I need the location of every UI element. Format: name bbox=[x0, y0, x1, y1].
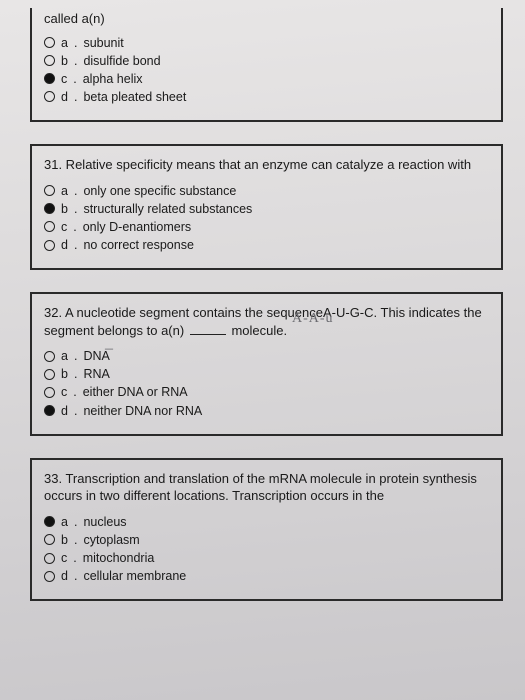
question-30-stem-fragment: called a(n) bbox=[44, 10, 489, 28]
question-33-stem: 33. Transcription and translation of the… bbox=[44, 470, 489, 505]
question-30-box: called a(n) a. subunit b. disulfide bond… bbox=[30, 8, 503, 122]
option-text: RNA bbox=[83, 365, 109, 383]
option-letter: a bbox=[61, 34, 68, 52]
option-letter: d bbox=[61, 567, 68, 585]
option-row: c. mitochondria bbox=[44, 549, 489, 567]
option-text: subunit bbox=[83, 34, 123, 52]
option-letter: a bbox=[61, 182, 68, 200]
question-32-stem-post: molecule. bbox=[231, 323, 287, 338]
question-30-options: a. subunit b. disulfide bond c. alpha he… bbox=[44, 34, 489, 107]
option-text: alpha helix bbox=[83, 70, 143, 88]
option-letter: d bbox=[61, 402, 68, 420]
option-bubble[interactable] bbox=[44, 37, 55, 48]
option-row: d. neither DNA nor RNA bbox=[44, 402, 489, 420]
option-row: c. only D-enantiomers bbox=[44, 218, 489, 236]
option-bubble[interactable] bbox=[44, 221, 55, 232]
option-text: structurally related substances bbox=[83, 200, 252, 218]
option-bubble[interactable] bbox=[44, 387, 55, 398]
question-31-options: a. only one specific substance b. struct… bbox=[44, 182, 489, 255]
option-row: a. subunit bbox=[44, 34, 489, 52]
option-letter: a bbox=[61, 513, 68, 531]
option-row: a. only one specific substance bbox=[44, 182, 489, 200]
option-bubble[interactable] bbox=[44, 369, 55, 380]
option-row: b. RNA bbox=[44, 365, 489, 383]
option-bubble[interactable] bbox=[44, 203, 55, 214]
option-letter: d bbox=[61, 236, 68, 254]
option-row: d. cellular membrane bbox=[44, 567, 489, 585]
option-letter: b bbox=[61, 531, 68, 549]
option-text: no correct response bbox=[83, 236, 193, 254]
option-row: d. no correct response bbox=[44, 236, 489, 254]
option-bubble[interactable] bbox=[44, 91, 55, 102]
option-letter: c bbox=[61, 218, 67, 236]
question-32-options: a. DNA b. RNA c. either DNA or RNA d. ne… bbox=[44, 347, 489, 420]
option-bubble[interactable] bbox=[44, 73, 55, 84]
option-text: either DNA or RNA bbox=[83, 383, 188, 401]
option-letter: c bbox=[61, 549, 67, 567]
option-letter: a bbox=[61, 347, 68, 365]
option-letter: c bbox=[61, 70, 67, 88]
option-letter: c bbox=[61, 383, 67, 401]
question-31-stem: 31. Relative specificity means that an e… bbox=[44, 156, 489, 174]
option-row: b. structurally related substances bbox=[44, 200, 489, 218]
option-row: c. either DNA or RNA bbox=[44, 383, 489, 401]
option-letter: b bbox=[61, 200, 68, 218]
handwritten-dash: – bbox=[105, 340, 113, 358]
option-bubble[interactable] bbox=[44, 185, 55, 196]
question-33-options: a. nucleus b. cytoplasm c. mitochondria … bbox=[44, 513, 489, 586]
question-32-stem: 32. A nucleotide segment contains the se… bbox=[44, 304, 489, 339]
option-row: c. alpha helix bbox=[44, 70, 489, 88]
option-text: only one specific substance bbox=[83, 182, 236, 200]
option-bubble[interactable] bbox=[44, 571, 55, 582]
option-bubble[interactable] bbox=[44, 405, 55, 416]
option-text: disulfide bond bbox=[83, 52, 160, 70]
fill-in-blank bbox=[190, 323, 226, 335]
option-row: b. disulfide bond bbox=[44, 52, 489, 70]
option-row: d. beta pleated sheet bbox=[44, 88, 489, 106]
option-bubble[interactable] bbox=[44, 55, 55, 66]
handwritten-annotation: A-A-u bbox=[292, 311, 334, 327]
option-text: cytoplasm bbox=[83, 531, 139, 549]
option-bubble[interactable] bbox=[44, 351, 55, 362]
option-row: b. cytoplasm bbox=[44, 531, 489, 549]
option-bubble[interactable] bbox=[44, 534, 55, 545]
option-row: a. nucleus bbox=[44, 513, 489, 531]
option-text: only D-enantiomers bbox=[83, 218, 191, 236]
option-text: neither DNA nor RNA bbox=[83, 402, 202, 420]
option-letter: b bbox=[61, 52, 68, 70]
option-bubble[interactable] bbox=[44, 553, 55, 564]
option-bubble[interactable] bbox=[44, 240, 55, 251]
option-text: beta pleated sheet bbox=[83, 88, 186, 106]
question-32-box: 32. A nucleotide segment contains the se… bbox=[30, 292, 503, 436]
option-letter: b bbox=[61, 365, 68, 383]
option-text: mitochondria bbox=[83, 549, 155, 567]
option-bubble[interactable] bbox=[44, 516, 55, 527]
option-text: cellular membrane bbox=[83, 567, 186, 585]
question-33-box: 33. Transcription and translation of the… bbox=[30, 458, 503, 602]
option-text: nucleus bbox=[83, 513, 126, 531]
question-31-box: 31. Relative specificity means that an e… bbox=[30, 144, 503, 270]
option-letter: d bbox=[61, 88, 68, 106]
